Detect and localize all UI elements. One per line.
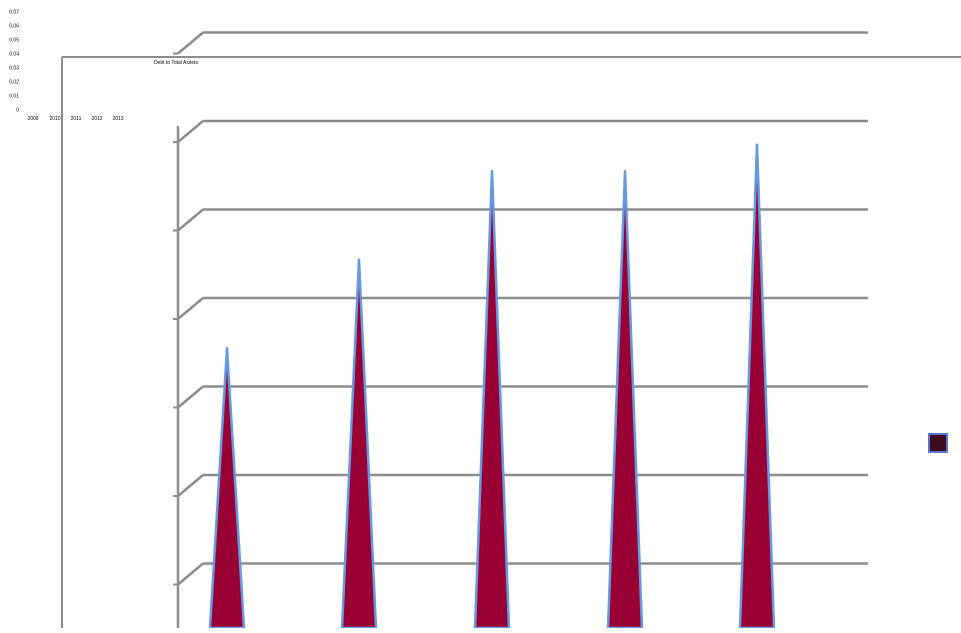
mini-y-tick-label: 0.02 (9, 80, 19, 86)
area-spike-mark (340, 258, 378, 630)
gridline-depth (177, 297, 204, 320)
main-chart (61, 31, 961, 630)
mini-y-tick-label: 0.03 (9, 66, 19, 72)
mini-y-tick-label: 0 (16, 108, 19, 114)
gridline-depth (177, 31, 204, 55)
mini-y-tick-label: 0.01 (9, 94, 19, 100)
gridline-depth (177, 208, 204, 232)
mini-y-tick-label: 0.04 (9, 52, 19, 58)
area-spike-mark (473, 170, 511, 630)
mini-x-tick-label: 2012 (91, 116, 102, 122)
chart-title: Debt to Total Assets (154, 60, 199, 66)
gridline-depth (177, 120, 204, 143)
mini-y-tick-label: 0.07 (9, 10, 19, 16)
area-spike-mark (606, 170, 644, 630)
gridline-depth (177, 474, 204, 497)
gridline-depth (177, 385, 204, 409)
mini-x-tick-label: 2010 (49, 116, 60, 122)
mini-y-tick-label: 0.05 (9, 38, 19, 44)
mini-x-tick-label: 2009 (27, 116, 38, 122)
gridline-depth (177, 562, 204, 586)
mini-chart: 0 0.01 0.02 0.03 0.04 0.05 0.06 0.07 2009 2010 201… (9, 10, 198, 123)
mini-x-tick-label: 2013 (112, 116, 123, 122)
mini-y-tick-label: 0.06 (9, 24, 19, 30)
mini-x-tick-label: 2011 (71, 116, 82, 122)
legend-swatch (928, 433, 948, 453)
area-spike-mark (208, 347, 246, 630)
